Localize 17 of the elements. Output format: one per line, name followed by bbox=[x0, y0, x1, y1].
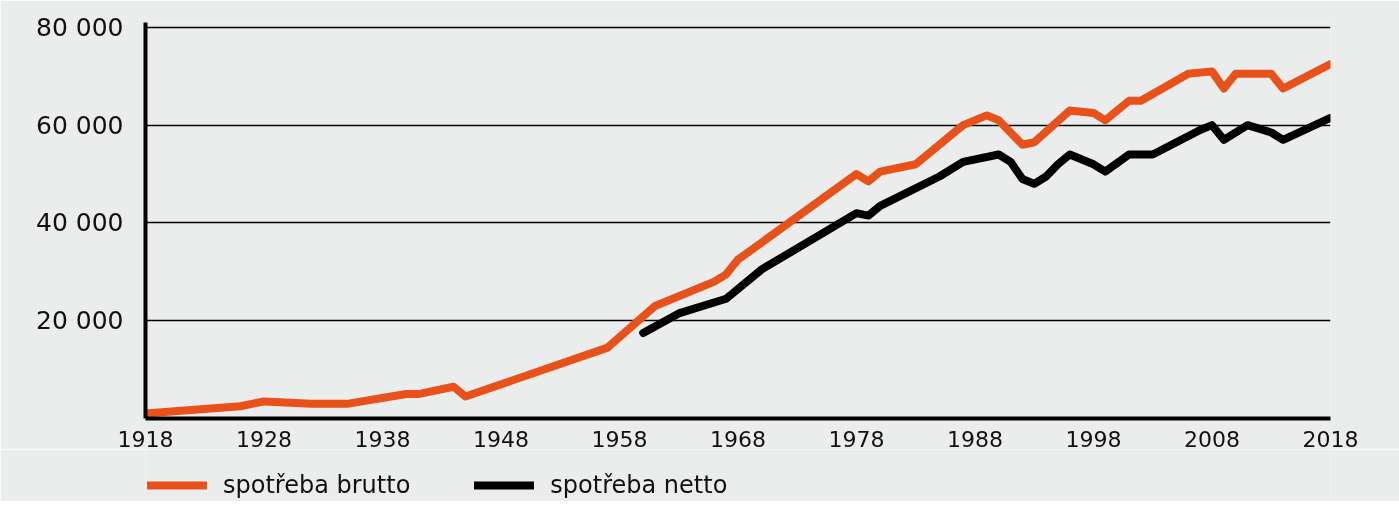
y-tick-label: 20 000 bbox=[36, 306, 124, 336]
x-tick-label: 1948 bbox=[473, 426, 530, 452]
x-tick-label: 1958 bbox=[591, 426, 648, 452]
x-tick-label: 2008 bbox=[1184, 426, 1241, 452]
y-tick-label: 80 000 bbox=[36, 12, 124, 42]
x-tick-label: 1978 bbox=[828, 426, 885, 452]
x-tick-label: 2018 bbox=[1302, 426, 1359, 452]
y-tick-label: 60 000 bbox=[36, 110, 124, 140]
x-tick-label: 1968 bbox=[710, 426, 767, 452]
legend-label: spotřeba netto bbox=[550, 471, 728, 499]
y-tick-label: 40 000 bbox=[36, 208, 124, 238]
x-tick-label: 1998 bbox=[1065, 426, 1122, 452]
x-tick-label: 1938 bbox=[354, 426, 411, 452]
x-tick-label: 1988 bbox=[947, 426, 1004, 452]
x-tick-label: 1928 bbox=[236, 426, 293, 452]
x-tick-label: 1918 bbox=[117, 426, 174, 452]
legend-label: spotřeba brutto bbox=[223, 471, 411, 499]
